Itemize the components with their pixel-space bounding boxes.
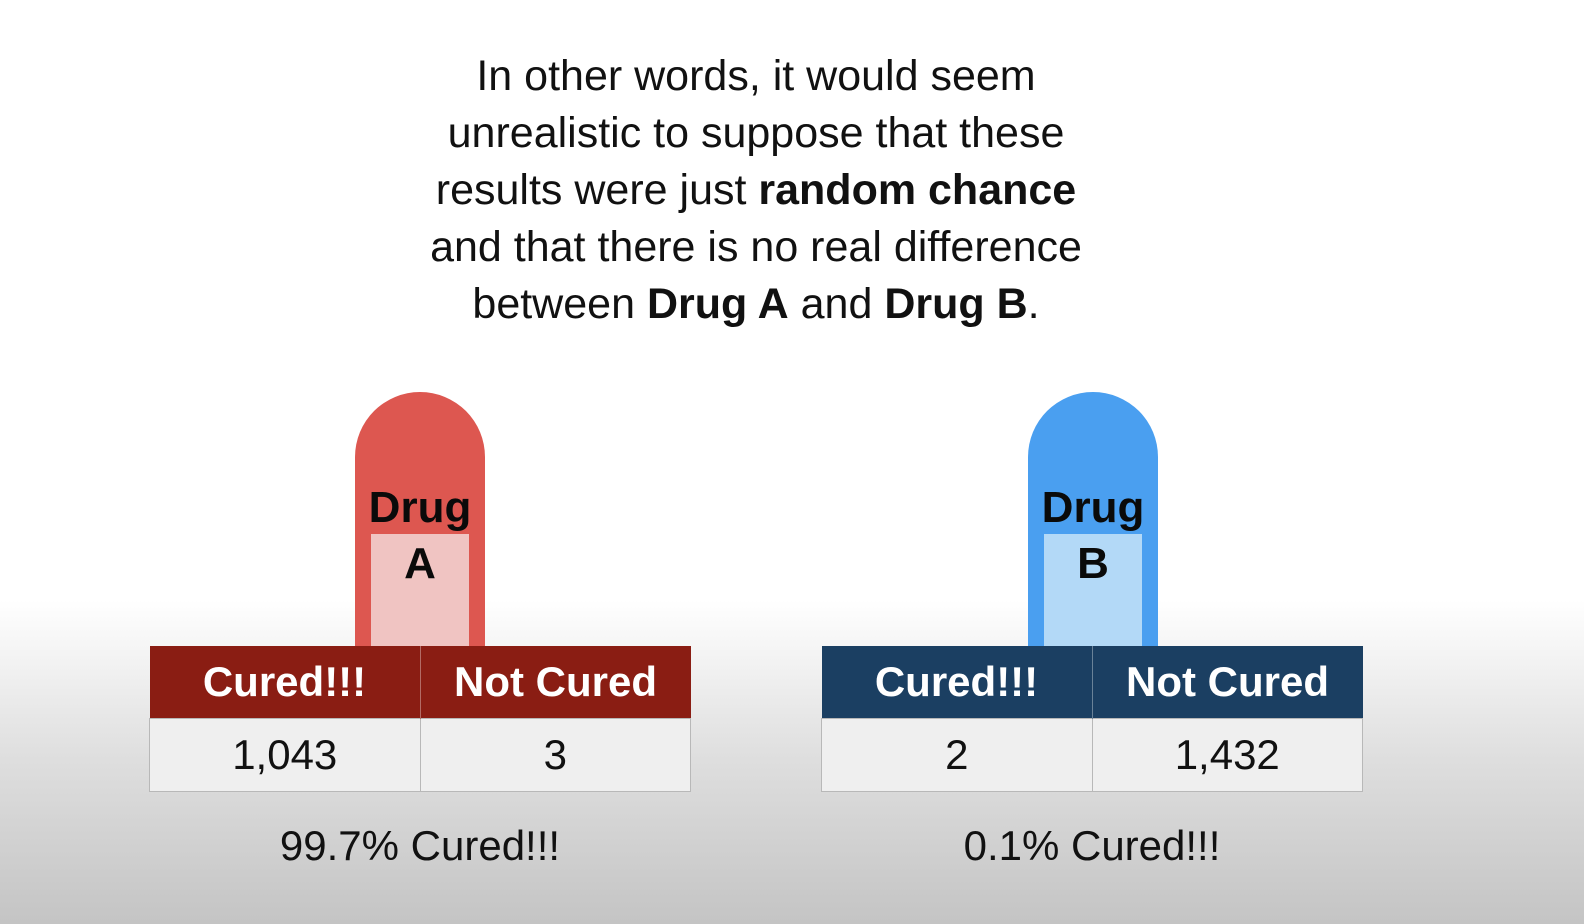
drug-b-header-cured: Cured!!! <box>821 646 1093 719</box>
drug-a-cured-count: 1,043 <box>149 718 421 792</box>
drug-b-header-not-cured: Not Cured <box>1092 646 1363 719</box>
drug-a-value-row: 1,043 3 <box>149 718 691 792</box>
drug-b-results-table: Cured!!! Not Cured 2 1,432 <box>821 646 1363 792</box>
drug-b-cure-percent: 0.1% Cured!!! <box>963 822 1221 869</box>
caption-text-1: In other words, it would seem unrealisti… <box>435 52 1065 214</box>
drug-a-pill-label: Drug A <box>355 480 485 592</box>
drug-b-cured-count: 2 <box>821 718 1093 792</box>
drug-b-pill-label-line1: Drug <box>1041 483 1145 532</box>
caption-text-2: and that there is no real difference bet… <box>430 223 1082 328</box>
drug-b-pill-label: Drug B <box>1028 480 1158 592</box>
drug-a-cure-percent: 99.7% Cured!!! <box>279 822 561 869</box>
drug-b-header-row: Cured!!! Not Cured <box>821 646 1363 719</box>
drug-a-pill-label-line1: Drug <box>368 483 472 532</box>
drug-a-header-not-cured: Not Cured <box>420 646 691 719</box>
caption-bold-drug-a: Drug A <box>646 280 789 328</box>
slide-caption: In other words, it would seem unrealisti… <box>396 48 1116 333</box>
caption-bold-drug-b: Drug B <box>884 280 1028 328</box>
caption-bold-random-chance: random chance <box>758 166 1077 214</box>
drug-b-pill-label-line2: B <box>1077 539 1109 588</box>
drug-a-header-row: Cured!!! Not Cured <box>149 646 691 719</box>
drug-a-results-table: Cured!!! Not Cured 1,043 3 <box>149 646 691 792</box>
drug-b-not-cured-count: 1,432 <box>1091 718 1363 792</box>
drug-a-header-cured: Cured!!! <box>149 646 421 719</box>
drug-a-not-cured-count: 3 <box>419 718 691 792</box>
drug-b-value-row: 2 1,432 <box>821 718 1363 792</box>
caption-text-4: . <box>1027 280 1040 328</box>
drug-a-pill-icon: Drug A <box>355 392 485 672</box>
drug-b-pill-icon: Drug B <box>1028 392 1158 672</box>
caption-text-3: and <box>788 280 885 328</box>
drug-a-pill-label-line2: A <box>404 539 436 588</box>
